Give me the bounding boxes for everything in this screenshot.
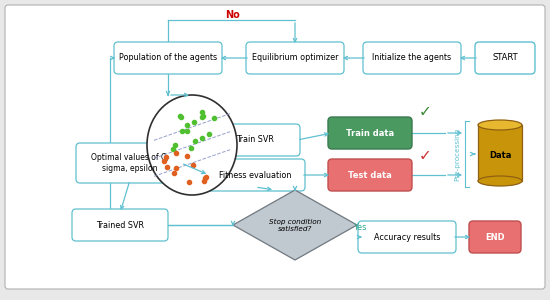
Text: Train SVR: Train SVR: [236, 136, 274, 145]
Text: Pre-processing: Pre-processing: [454, 128, 460, 181]
FancyBboxPatch shape: [5, 5, 545, 289]
Text: No: No: [224, 10, 239, 20]
Text: START: START: [492, 53, 518, 62]
Text: Stop condition
satisfied?: Stop condition satisfied?: [269, 218, 321, 232]
FancyBboxPatch shape: [475, 42, 535, 74]
Text: Population of the agents: Population of the agents: [119, 53, 217, 62]
FancyBboxPatch shape: [469, 221, 521, 253]
FancyBboxPatch shape: [328, 117, 412, 149]
Text: Equilibrium optimizer: Equilibrium optimizer: [252, 53, 338, 62]
Text: Accuracy results: Accuracy results: [374, 232, 440, 242]
Text: Initialize the agents: Initialize the agents: [372, 53, 452, 62]
Text: Trained SVR: Trained SVR: [96, 220, 144, 230]
Text: END: END: [485, 232, 505, 242]
FancyBboxPatch shape: [358, 221, 456, 253]
Ellipse shape: [147, 95, 237, 195]
FancyBboxPatch shape: [114, 42, 222, 74]
Text: Train data: Train data: [346, 128, 394, 137]
Polygon shape: [233, 190, 357, 260]
Ellipse shape: [478, 176, 522, 186]
Bar: [478, 125, 522, 181]
FancyBboxPatch shape: [328, 159, 412, 191]
Text: Yes: Yes: [353, 223, 367, 232]
FancyBboxPatch shape: [246, 42, 344, 74]
Text: Data: Data: [489, 151, 511, 160]
Text: ✓: ✓: [419, 104, 431, 119]
Text: ✓: ✓: [419, 148, 431, 164]
Ellipse shape: [478, 120, 522, 130]
FancyBboxPatch shape: [210, 124, 300, 156]
Text: Optimal values of C,
sigma, epsilon: Optimal values of C, sigma, epsilon: [91, 153, 169, 173]
FancyBboxPatch shape: [76, 143, 184, 183]
FancyBboxPatch shape: [363, 42, 461, 74]
Text: Fitness evaluation: Fitness evaluation: [219, 170, 291, 179]
FancyBboxPatch shape: [205, 159, 305, 191]
FancyBboxPatch shape: [72, 209, 168, 241]
Text: Test data: Test data: [348, 170, 392, 179]
